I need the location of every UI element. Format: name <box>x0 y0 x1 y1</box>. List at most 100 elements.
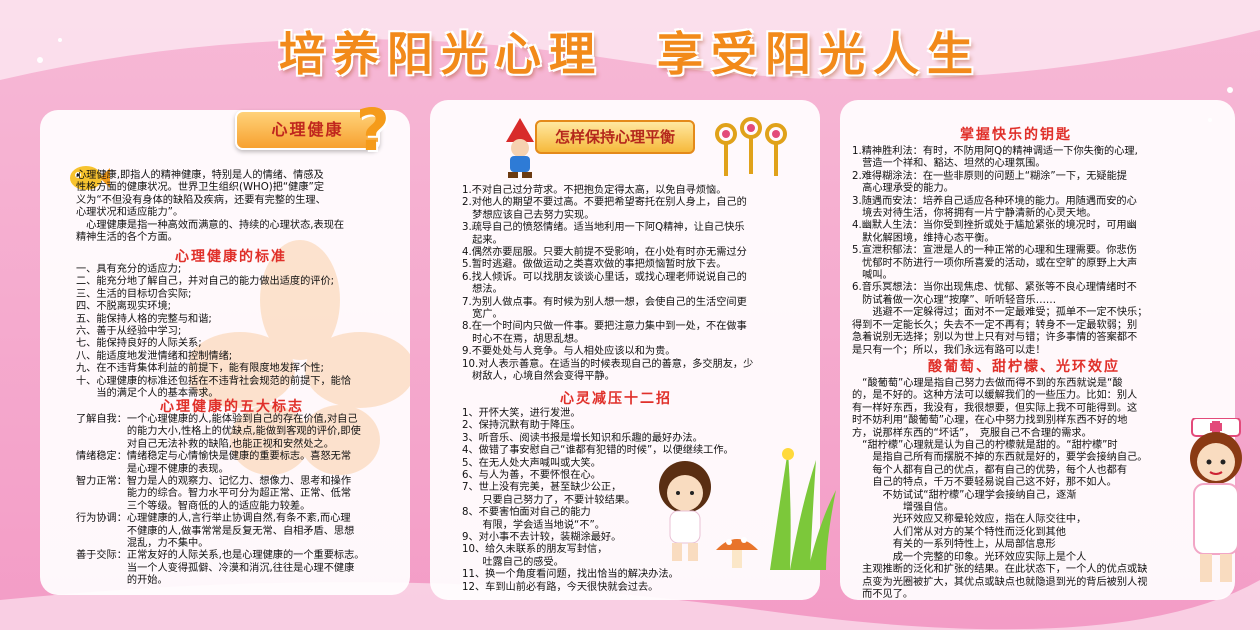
text-line: 智力正常：智力是人的观察力、记忆力、想像力、思考和操作 <box>76 476 352 488</box>
text-line: 5.宣泄积郁法：宣泄是人的一种正常的心理和生理需要。你悲伤 <box>852 245 1137 257</box>
text-line: 1、开怀大笑，进行发泄。 <box>462 408 581 419</box>
text-line: 3.疏导自己的愤怒情绪。适当地利用一下阿Q精神，让自己快乐 <box>462 222 745 234</box>
text-line: 只要自己努力了，不要计较结果。 <box>462 494 636 506</box>
signs-heading: 心理健康的五大标志 <box>160 399 304 415</box>
text-line: 有关的一系列特性上，从局部信息形 <box>852 539 1056 551</box>
text-line: 高心理承受的能力。 <box>852 183 954 195</box>
text-line: 3.随遇而安法：培养自己适应各种环境的能力。用随遇而安的心 <box>852 195 1137 207</box>
text-line: 4.偶然亦要屈服。只要大前提不受影响，在小处有时亦无需过分 <box>462 247 747 259</box>
text-line: 7、世上没有完美，甚至缺少公正， <box>462 482 622 494</box>
text-line: 时心不在焉，胡思乱想。 <box>462 333 585 345</box>
text-line: 5、在无人处大声喊叫或大笑。 <box>462 457 601 469</box>
signs-list: 了解自我：一个心理健康的人,能体验到自己的存在价值,对自己 的能力大小,性格上的… <box>76 414 365 588</box>
girl-icon <box>659 461 711 561</box>
balance-list: 1.不对自己过分苛求。不把抱负定得太高，以免自寻烦恼。 2.对他人的期望不要过高。… <box>462 185 753 384</box>
left-panel <box>40 110 410 595</box>
text-line: 不健康的人,做事常常是反复无常、自相矛盾、思想 <box>76 525 355 537</box>
text-line: 境去对待生活，你将拥有一片宁静清新的心灵天地。 <box>852 208 1097 220</box>
text-line: 增强自信。 <box>852 502 954 514</box>
text-line: 九、在不违背集体利益的前提下，能有限度地发挥个性; <box>76 363 324 375</box>
text-line: 6、与人为善，不要怀恨在心。 <box>462 470 601 482</box>
gnome-icon <box>506 118 534 178</box>
text-line: 4、做错了事安慰自己“谁都有犯错的时候”，以便继续工作。 <box>462 445 734 457</box>
text-line: 方，说那样东西的“坏话”， 克服自己不合理的需求。 <box>852 427 1092 439</box>
text-line: 善于交际：正常友好的人际关系,也是心理健康的一个重要标志。 <box>76 550 365 562</box>
text-line: 当一个人变得孤僻、冷漠和消沉,往往是心理不健康 <box>76 562 355 574</box>
text-line: 6.音乐冥想法：当你出现焦虑、忧郁、紧张等不良心理情绪时不 <box>852 282 1137 294</box>
grass-icon <box>770 448 836 570</box>
text-line: 五、能保持人格的完整与和谐; <box>76 313 212 325</box>
text-line: “甜柠檬”心理就是认为自己的柠檬就是甜的。“甜柠檬”时 <box>852 440 1118 452</box>
text-line: 营造一个祥和、豁达、坦然的心理氛围。 <box>852 158 1046 170</box>
text-line: 梦想应该自己去努力实现。 <box>462 209 595 221</box>
text-line: 心理健康,即指人的精神健康，特别是人的情绪、情感及 <box>76 170 324 181</box>
text-line: 想法。 <box>462 284 503 296</box>
text-line: 12、车到山前必有路，今天很快就会过去。 <box>462 581 659 593</box>
text-line: 7.为别人做点事。有时候为别人想一想，会使自己的生活空间更 <box>462 296 747 308</box>
text-line: 吐露自己的感受。 <box>462 556 564 568</box>
nurse-icon <box>1190 418 1242 582</box>
text-line: 一、具有充分的适应力; <box>76 264 182 275</box>
text-line: 十、心理健康的标准还包括在不违背社会规范的前提下，能恰 <box>76 375 352 387</box>
text-line: 有限，学会适当地说“不”。 <box>462 519 605 531</box>
keys-heading: 掌握快乐的钥匙 <box>960 127 1072 143</box>
middle-panel <box>430 100 820 600</box>
text-line: 能力的综合。智力水平可分为超正常、正常、低常 <box>76 488 352 500</box>
effects-heading: 酸葡萄、甜柠檬、光环效应 <box>928 359 1120 375</box>
text-line: 逃避不一定躲得过；面对不一定最难受；孤单不一定不快乐； <box>852 307 1148 319</box>
page-title: 培养阳光心理 享受阳光人生 <box>279 27 981 81</box>
text-line: 宽广。 <box>462 309 503 321</box>
flower-swirl-icon <box>190 240 410 475</box>
stress-list: 1、开怀大笑，进行发泄。 2、保持沉默有助于降压。 3、听音乐、阅读书报是增长知识和… <box>462 408 734 594</box>
text-line: 8、不要害怕面对自己的能力 <box>462 507 591 519</box>
question-mark-icon: ? <box>356 96 390 164</box>
text-line: 四、不脱离现实环境; <box>76 301 172 313</box>
text-line: “酸葡萄”心理是指自己努力去做而得不到的东西就说是“酸 <box>852 378 1123 389</box>
text-line: 七、能保持良好的人际关系; <box>76 338 202 350</box>
mental-health-badge: 心理健康 <box>235 110 380 150</box>
text-line: 对自己无法补救的缺陷,也能正视和安然处之。 <box>76 438 334 450</box>
text-line: 9.不要处处与人竞争。与人相处应该以和为贵。 <box>462 346 676 358</box>
standards-heading: 心理健康的标准 <box>175 249 287 265</box>
text-line: 2、保持沉默有助于降压。 <box>462 420 581 432</box>
text-line: 成一个完整的印象。光环效应实际上是个人 <box>852 551 1087 563</box>
text-line: 义为“不但没有身体的缺陷及疾病，还要有完整的生理、 <box>76 194 326 206</box>
text-line: 的开始。 <box>76 575 168 587</box>
intro-text: 心理健康,即指人的精神健康，特别是人的情绪、情感及 性格方面的健康状况。世界卫生组… <box>76 170 344 244</box>
text-line: 4.幽默人生法：当你受到挫折或处于尴尬紧张的境况时，可用幽 <box>852 220 1137 232</box>
right-panel <box>840 100 1235 600</box>
text-line: 是心理不健康的表现。 <box>76 463 229 475</box>
text-line: 点变为光圈被扩大，其优点或缺点也就隐退到光的背后被别人视 <box>852 576 1148 588</box>
text-line: 是只有一个；所以，我们永远有路可以走！ <box>852 344 1046 356</box>
text-line: 三、生活的目标切合实际; <box>76 288 192 300</box>
text-line: 10、给久未联系的朋友写封信， <box>462 544 608 556</box>
text-line: 二、能充分地了解自己，并对自己的能力做出适度的评价; <box>76 276 335 288</box>
text-line: 当的满足个人的基本需求。 <box>76 388 219 400</box>
text-line: 八、能适度地发泄情绪和控制情绪; <box>76 350 233 362</box>
text-line: 2.难得糊涂法：在一些非原则的问题上“糊涂”一下，无疑能提 <box>852 170 1127 182</box>
text-line: 1.精神胜利法：有时，不防用阿Q的精神调适一下你失衡的心理, <box>852 146 1138 157</box>
text-line: 急着说别无选择；别以为世上只有对与错；许多事情的答案都不 <box>852 332 1138 344</box>
text-line: 防试着做一次心理“按摩”、听听轻音乐…… <box>852 294 1057 306</box>
text-line: 树敌人，心境自然会变得平静。 <box>462 371 615 383</box>
mushroom-icon <box>716 537 758 568</box>
text-line: 行为协调：心理健康的人,言行举止协调自然,有条不紊,而心理 <box>76 513 351 525</box>
text-line: 三个等级。智商低的人的适应能力较差。 <box>76 500 311 512</box>
text-line: 是指自己所有而摆脱不掉的东西就是好的，要学会接纳自己。 <box>852 452 1148 464</box>
effects-list: “酸葡萄”心理是指自己努力去做而得不到的东西就说是“酸 的，是不好的。这种方法可以… <box>852 378 1147 601</box>
standards-list: 一、具有充分的适应力; 二、能充分地了解自己，并对自己的能力做出适度的评价; 三、生… <box>76 264 351 400</box>
text-line: 主观推断的泛化和扩张的结果。在此状态下，一个人的优点或缺 <box>852 564 1148 576</box>
keys-icon <box>715 117 787 176</box>
text-line: 情绪稳定：情绪稳定与心情愉快是健康的重要标志。喜怒无常 <box>76 451 352 463</box>
text-line: 心理健康是指一种高效而满意的、持续的心理状态,表现在 <box>76 219 345 231</box>
text-line: 默化解困境，维持心态平衡。 <box>852 232 995 244</box>
text-line: 不妨试试“甜柠檬”心理学会接纳自己，逐渐 <box>852 489 1077 501</box>
text-line: 喊叫。 <box>852 270 893 282</box>
text-line: 6.找人倾诉。可以找朋友谈谈心里话，或找心理老师说说自己的 <box>462 271 747 283</box>
text-line: 六、善于从经验中学习; <box>76 326 182 338</box>
text-line: 而不见了。 <box>852 588 914 600</box>
text-line: 时不妨利用“酸葡萄”心理，在心中努力找到别样东西不好的地 <box>852 415 1128 427</box>
text-line: 10.对人表示善意。在适当的时候表现自己的善意，多交朋友，少 <box>462 358 754 370</box>
text-line: 每个人都有自己的优点，都有自己的优势，每个人也都有 <box>852 464 1128 476</box>
text-line: 混乱，力不集中。 <box>76 538 209 550</box>
